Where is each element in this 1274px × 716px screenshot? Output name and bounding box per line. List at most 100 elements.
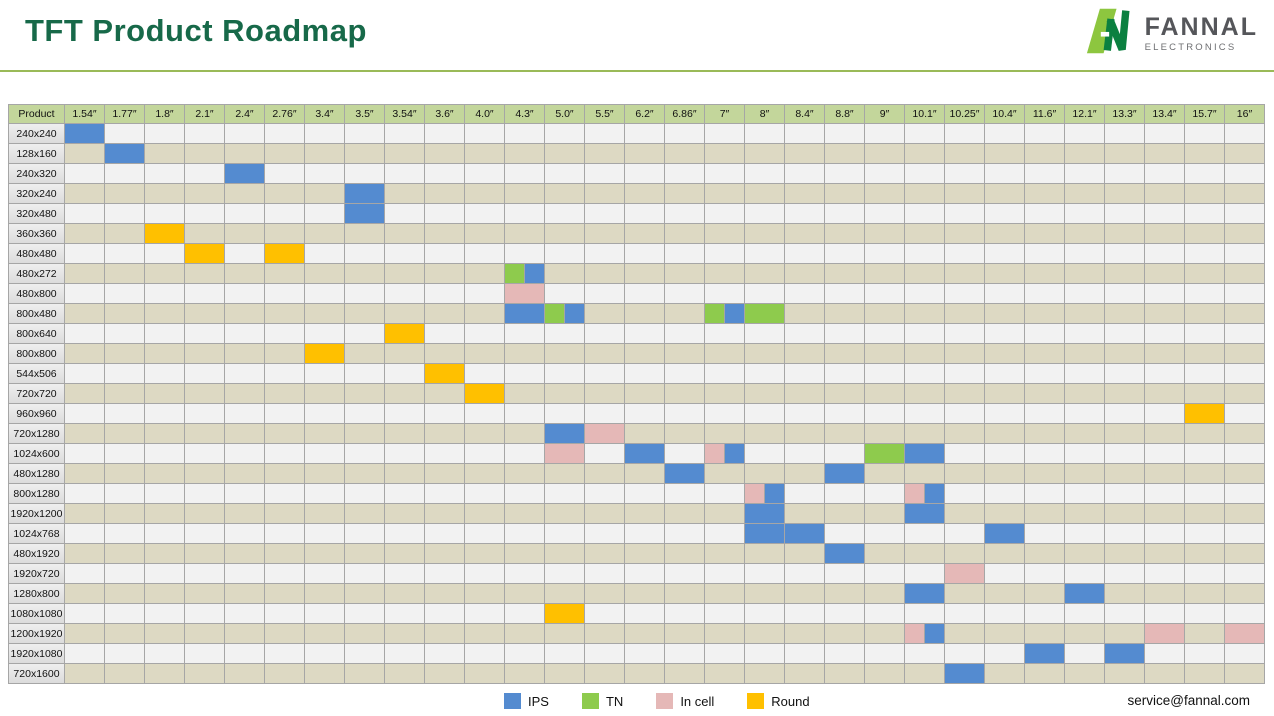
size-column-header: 3.54″ <box>385 105 424 123</box>
matrix-cell <box>385 524 424 543</box>
matrix-cell <box>345 284 384 303</box>
matrix-cell-ips <box>345 204 384 223</box>
matrix-cell <box>1105 244 1144 263</box>
matrix-cell <box>345 404 384 423</box>
matrix-cell <box>185 584 224 603</box>
matrix-cell <box>385 144 424 163</box>
matrix-cell <box>505 364 544 383</box>
matrix-cell <box>65 584 104 603</box>
matrix-cell-ips <box>745 524 784 543</box>
matrix-cell-ips <box>745 504 784 523</box>
matrix-cell-incell <box>545 444 584 463</box>
matrix-cell <box>1025 624 1064 643</box>
matrix-cell <box>505 524 544 543</box>
matrix-cell <box>1185 224 1224 243</box>
matrix-cell <box>105 264 144 283</box>
matrix-cell <box>905 544 944 563</box>
matrix-cell <box>1105 604 1144 623</box>
matrix-cell <box>65 344 104 363</box>
matrix-cell <box>865 644 904 663</box>
matrix-cell <box>465 364 504 383</box>
page-title: TFT Product Roadmap <box>25 13 367 48</box>
matrix-cell <box>785 464 824 483</box>
matrix-cell <box>385 384 424 403</box>
legend: IPS TN In cell Round <box>504 693 810 709</box>
matrix-cell <box>1025 224 1064 243</box>
product-label: 720x1280 <box>9 424 64 443</box>
matrix-cell <box>105 284 144 303</box>
matrix-cell <box>225 224 264 243</box>
matrix-cell <box>985 364 1024 383</box>
matrix-cell <box>585 364 624 383</box>
product-label: 480x800 <box>9 284 64 303</box>
matrix-cell <box>1225 504 1264 523</box>
matrix-cell <box>665 444 704 463</box>
matrix-cell <box>265 144 304 163</box>
matrix-cell <box>1185 184 1224 203</box>
matrix-cell <box>1145 584 1184 603</box>
matrix-cell <box>945 344 984 363</box>
matrix-cell <box>945 604 984 623</box>
matrix-cell <box>665 524 704 543</box>
matrix-cell <box>65 624 104 643</box>
matrix-cell <box>1025 204 1064 223</box>
matrix-cell <box>545 184 584 203</box>
matrix-cell-ips <box>825 544 864 563</box>
matrix-cell <box>785 124 824 143</box>
matrix-cell <box>1065 624 1104 643</box>
matrix-cell <box>1105 164 1144 183</box>
matrix-cell <box>785 344 824 363</box>
matrix-cell <box>1225 464 1264 483</box>
matrix-cell <box>345 164 384 183</box>
matrix-cell <box>985 564 1024 583</box>
matrix-cell <box>625 644 664 663</box>
matrix-cell <box>865 484 904 503</box>
matrix-cell <box>1225 264 1264 283</box>
matrix-cell-ips <box>785 524 824 543</box>
matrix-cell <box>385 604 424 623</box>
matrix-cell <box>905 204 944 223</box>
matrix-cell <box>425 484 464 503</box>
matrix-cell <box>465 484 504 503</box>
matrix-cell-tn-ips <box>505 264 544 283</box>
matrix-cell <box>825 184 864 203</box>
matrix-cell <box>145 564 184 583</box>
legend-label-incell: In cell <box>680 693 715 709</box>
matrix-cell <box>705 144 744 163</box>
matrix-cell <box>105 424 144 443</box>
matrix-cell <box>425 584 464 603</box>
matrix-cell <box>505 424 544 443</box>
legend-item-incell: In cell <box>656 693 714 709</box>
matrix-cell <box>505 664 544 683</box>
matrix-cell <box>705 644 744 663</box>
matrix-cell <box>585 484 624 503</box>
matrix-cell <box>1065 124 1104 143</box>
matrix-cell <box>865 324 904 343</box>
matrix-cell <box>1065 244 1104 263</box>
matrix-cell <box>1185 524 1224 543</box>
matrix-cell <box>105 304 144 323</box>
matrix-cell <box>705 584 744 603</box>
matrix-cell <box>825 384 864 403</box>
matrix-cell <box>1185 464 1224 483</box>
matrix-cell <box>945 224 984 243</box>
matrix-cell <box>985 324 1024 343</box>
matrix-cell <box>185 164 224 183</box>
matrix-cell <box>505 604 544 623</box>
matrix-cell <box>265 504 304 523</box>
matrix-cell <box>505 404 544 423</box>
matrix-cell <box>345 564 384 583</box>
matrix-cell <box>1025 544 1064 563</box>
matrix-cell <box>305 284 344 303</box>
matrix-cell <box>1105 304 1144 323</box>
matrix-cell <box>1065 544 1104 563</box>
matrix-cell <box>1105 484 1144 503</box>
matrix-cell <box>1145 404 1184 423</box>
matrix-cell <box>345 144 384 163</box>
matrix-cell <box>385 284 424 303</box>
matrix-cell <box>1185 664 1224 683</box>
product-label: 960x960 <box>9 404 64 423</box>
matrix-cell <box>545 144 584 163</box>
matrix-cell <box>505 244 544 263</box>
matrix-cell-incell <box>1225 624 1264 643</box>
